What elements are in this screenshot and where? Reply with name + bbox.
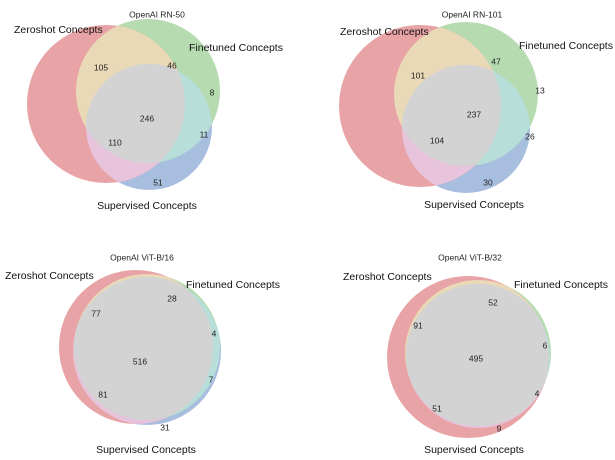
zeroshot-set-label: Zeroshot Concepts xyxy=(343,271,432,283)
count-finetuned-only: 4 xyxy=(212,328,217,338)
finetuned-set-label: Finetuned Concepts xyxy=(186,279,280,291)
venn-panel-4: OpenAI ViT-B/32 Zeroshot Concepts Finetune… xyxy=(343,252,608,456)
supervised-set-label: Supervised Concepts xyxy=(424,444,524,455)
zeroshot-set-label: Zeroshot Concepts xyxy=(5,270,94,282)
count-finetuned-supervised: 26 xyxy=(525,131,535,141)
count-finetuned-only: 6 xyxy=(543,340,548,350)
count-zeroshot-only: 101 xyxy=(411,70,425,80)
count-supervised-only: 51 xyxy=(153,177,163,187)
diagram-title: OpenAI RN-50 xyxy=(129,9,185,19)
count-supervised-only: 31 xyxy=(160,422,170,432)
diagram-title: OpenAI ViT-B/16 xyxy=(110,252,174,262)
all-sets-region xyxy=(74,277,220,420)
supervised-set-label: Supervised Concepts xyxy=(424,199,524,211)
count-finetuned-supervised: 7 xyxy=(209,374,214,384)
count-zeroshot-only: 77 xyxy=(91,308,101,318)
supervised-set-label: Supervised Concepts xyxy=(97,200,197,212)
count-finetuned-supervised: 4 xyxy=(535,388,540,398)
all-sets-region xyxy=(406,284,550,426)
count-all-three: 246 xyxy=(140,113,154,123)
count-zeroshot-finetuned: 28 xyxy=(167,293,177,303)
count-finetuned-only: 13 xyxy=(535,85,545,95)
diagram-title: OpenAI ViT-B/32 xyxy=(438,252,502,262)
count-all-three: 237 xyxy=(467,109,481,119)
count-zeroshot-supervised: 110 xyxy=(108,137,122,147)
zeroshot-set-label: Zeroshot Concepts xyxy=(14,24,103,36)
zeroshot-set-label: Zeroshot Concepts xyxy=(340,26,429,38)
count-finetuned-supervised: 11 xyxy=(200,129,209,139)
count-zeroshot-supervised: 51 xyxy=(432,403,442,413)
venn-panel-2: OpenAI RN-101 Zeroshot Concepts Finetuned … xyxy=(339,9,613,211)
count-zeroshot-supervised: 81 xyxy=(98,389,108,399)
count-zeroshot-finetuned: 47 xyxy=(491,56,501,66)
finetuned-set-label: Finetuned Concepts xyxy=(189,42,283,54)
finetuned-set-label: Finetuned Concepts xyxy=(519,40,613,52)
venn-panel-1: OpenAI RN-50 Zeroshot Concepts Finetuned C… xyxy=(14,9,283,212)
count-zeroshot-supervised: 104 xyxy=(430,135,444,145)
supervised-set-label: Supervised Concepts xyxy=(96,444,196,455)
count-supervised-only: 9 xyxy=(497,423,502,433)
venn-panel-3: OpenAI ViT-B/16 Zeroshot Concepts Finetune… xyxy=(5,252,280,456)
finetuned-set-label: Finetuned Concepts xyxy=(514,279,608,291)
count-finetuned-only: 8 xyxy=(210,87,215,97)
diagram-title: OpenAI RN-101 xyxy=(442,9,503,19)
count-all-three: 495 xyxy=(469,353,483,363)
count-zeroshot-finetuned: 52 xyxy=(488,297,498,307)
count-zeroshot-only: 91 xyxy=(413,320,423,330)
count-supervised-only: 30 xyxy=(483,177,493,187)
count-zeroshot-finetuned: 46 xyxy=(167,60,177,70)
count-all-three: 516 xyxy=(133,356,147,366)
count-zeroshot-only: 105 xyxy=(94,62,108,72)
